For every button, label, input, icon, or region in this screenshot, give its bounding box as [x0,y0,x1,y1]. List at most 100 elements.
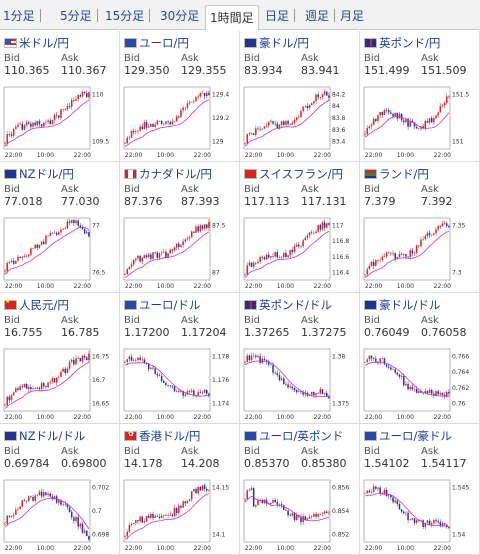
candle-body [23,384,26,388]
currency-pair-link[interactable]: 米ドル/円 [4,35,69,51]
tab-5min[interactable]: 5分足 [60,9,92,23]
y-tick-label: 129.4 [212,91,229,98]
currency-card: スイスフラン/円 Bid Ask 117.113 117.131 117 116.8 116.… [240,162,360,293]
ask-value: 87.393 [181,195,220,208]
x-time-label: 10:00 [157,283,174,290]
candle-body [62,368,64,372]
x-time-label: 10:00 [37,545,54,552]
candle-body [47,235,49,237]
tab-daily[interactable]: 日足 [265,9,290,23]
price-chart[interactable]: 7.357.322:00 10:00 22:00 [360,212,480,292]
candle-body [6,262,8,272]
candle-body [36,121,39,126]
candle-body [51,120,54,124]
x-time-label: 22:00 [5,545,22,552]
candle-body [278,504,281,505]
candle-body [53,232,56,234]
currency-pair-link[interactable]: 香港ドル/円 [124,428,200,444]
y-tick-label: 0.854 [332,508,349,515]
moving-average-line [364,112,450,138]
candle-body [265,360,268,362]
tab-separator [334,9,335,22]
candle-body [160,120,163,124]
candle-body [319,513,322,515]
x-time-label: 22:00 [5,152,22,159]
candle-body [403,511,405,514]
ask-label: Ask [61,53,79,64]
tab-weekly[interactable]: 週足 [305,9,330,23]
currency-pair-link[interactable]: ユーロ/ドル [124,297,200,313]
currency-pair-link[interactable]: ランド/円 [364,166,429,182]
candle-body [73,359,75,365]
currency-pair-link[interactable]: 豪ドル/ドル [364,297,440,313]
candle-body [79,95,82,97]
currency-pair-link[interactable]: 英ポンド/ドル [244,297,332,313]
candle-body [407,118,409,127]
candle-body [263,257,266,260]
candle-body [126,359,128,362]
y-tick-label: 77 [92,222,100,229]
ask-label: Ask [301,184,319,195]
candle-body [259,129,261,130]
chart-plot-area [243,479,331,543]
currency-pair-link[interactable]: ユーロ/円 [124,35,189,51]
currency-pair-link[interactable]: 豪ドル/円 [244,35,309,51]
candle-body [280,257,283,258]
candle-body [306,518,309,520]
candle-body [377,361,379,363]
candle-body [328,512,330,514]
currency-pair-link[interactable]: ユーロ/英ポンド [244,428,343,444]
currency-pair-link[interactable]: ユーロ/豪ドル [364,428,452,444]
currency-pair-link[interactable]: NZドル/ドル [4,428,85,444]
candle-body [182,501,184,508]
tab-30min[interactable]: 30分足 [160,9,200,23]
candle-body [326,392,328,397]
currency-pair-link[interactable]: スイスフラン/円 [244,166,343,182]
candle-body [81,523,84,533]
candle-body [446,391,448,397]
currency-pair-link[interactable]: 人民元/円 [4,297,69,313]
currency-pair-link[interactable]: カナダドル/円 [124,166,212,182]
currency-card: 豪ドル/ドル Bid Ask 0.76049 0.76058 0.766 0.764 0.76… [360,293,480,424]
candle-body [19,123,21,125]
candle-body [184,501,187,504]
pair-name: NZドル/円 [19,167,74,181]
candle-body [280,504,283,506]
candle-body [73,517,75,521]
candle-body [315,513,317,517]
candle-body [385,364,388,367]
bid-value: 83.934 [244,64,283,77]
chart-plot-area [363,217,451,281]
currency-pair-link[interactable]: 英ポンド/円 [364,35,440,51]
tab-15min[interactable]: 15分足 [105,9,145,23]
tab-monthly[interactable]: 月足 [340,9,365,23]
bid-label: Bid [4,184,20,195]
candle-body [70,359,73,362]
candle-body [321,389,324,394]
za-flag-icon [364,169,377,179]
candle-body [315,231,317,233]
currency-pair-link[interactable]: NZドル/円 [4,166,74,182]
tab-1min[interactable]: 1分足 [3,9,35,23]
candle-body [199,486,202,491]
candle-body [15,509,17,515]
candle-body [10,134,13,136]
tab-1hour[interactable]: 1時間足 [205,5,259,31]
chart-plot-area [243,86,331,150]
candle-body [300,391,302,393]
